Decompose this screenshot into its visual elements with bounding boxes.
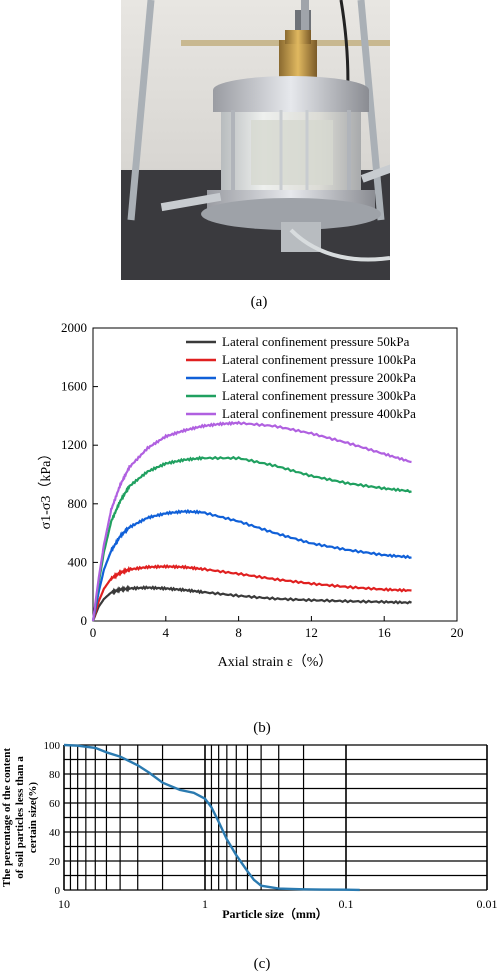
chart-b-ylabel: σ1-σ3（kPa） xyxy=(38,447,54,530)
series-line-2 xyxy=(91,508,412,622)
chart-c-grid xyxy=(63,744,488,891)
gradation-curve xyxy=(63,743,360,892)
y-label-line-1: of soil particles less than a xyxy=(14,756,26,879)
x-tick-label: 0.1 xyxy=(339,897,354,911)
y-tick-label: 20 xyxy=(49,856,61,868)
legend-label-4: Lateral confinement pressure 400kPa xyxy=(222,406,416,421)
caption-b: (b) xyxy=(253,720,271,736)
x-tick-label: 0.01 xyxy=(477,897,498,911)
chart-b-frame xyxy=(92,327,458,622)
x-tick-label: 8 xyxy=(235,625,242,640)
triaxial-apparatus-photo xyxy=(121,0,390,280)
chart-c-lines xyxy=(63,743,360,892)
y-label-line-2: certain size(%) xyxy=(27,782,39,853)
y-tick-label: 0 xyxy=(81,613,88,628)
particle-size-chart: 10 1 0.1 0.01 0 20 40 60 80 100 Particle size（mm）… xyxy=(1,740,498,921)
y-tick-label: 800 xyxy=(68,496,88,511)
y-tick-label: 0 xyxy=(55,885,61,897)
chart-b-ticks: 0 4 8 12 16 20 0 400 800 1200 1600 2000 xyxy=(61,320,464,640)
series-line-0 xyxy=(91,584,412,622)
chart-b-xlabel: Axial strain ε（%） xyxy=(218,654,333,670)
x-tick-label: 1 xyxy=(202,897,208,911)
y-tick-label: 400 xyxy=(68,554,88,569)
legend-label-2: Lateral confinement pressure 200kPa xyxy=(222,370,416,385)
stress-strain-chart: 0 4 8 12 16 20 0 400 800 1200 1600 2000 Lateral con… xyxy=(38,320,464,670)
series-line-4 xyxy=(91,420,412,622)
series-line-3 xyxy=(91,455,412,622)
chart-b-plot-frame xyxy=(92,327,458,622)
y-tick-label: 80 xyxy=(49,769,61,781)
legend-label-3: Lateral confinement pressure 300kPa xyxy=(222,388,416,403)
x-tick-label: 0 xyxy=(90,625,97,640)
chart-c-ticks: 10 1 0.1 0.01 0 20 40 60 80 100 xyxy=(44,740,498,911)
y-label-line-0: The percentage of the content xyxy=(1,748,13,887)
caption-a: (a) xyxy=(250,294,268,310)
x-tick-label: 12 xyxy=(305,625,318,640)
y-tick-label: 60 xyxy=(49,798,61,810)
chart-b-legend: Lateral confinement pressure 50kPa Latera… xyxy=(186,334,416,421)
x-tick-label: 10 xyxy=(58,897,70,911)
series-line-1 xyxy=(91,563,412,622)
chart-c-ylabel: The percentage of the content of soil par… xyxy=(1,748,39,887)
y-tick-label: 2000 xyxy=(61,320,87,335)
legend-label-0: Lateral confinement pressure 50kPa xyxy=(222,334,410,349)
y-tick-label: 1600 xyxy=(61,379,87,394)
y-tick-label: 40 xyxy=(49,827,61,839)
chart-c-xlabel: Particle size（mm） xyxy=(222,906,328,921)
x-tick-label: 16 xyxy=(378,625,392,640)
y-tick-label: 1200 xyxy=(61,437,87,452)
legend-label-1: Lateral confinement pressure 100kPa xyxy=(222,352,416,367)
chart-b-lines xyxy=(91,420,412,622)
x-tick-label: 20 xyxy=(451,625,464,640)
caption-c: (c) xyxy=(253,956,271,972)
x-tick-label: 4 xyxy=(163,625,170,640)
y-tick-label: 100 xyxy=(44,740,61,752)
